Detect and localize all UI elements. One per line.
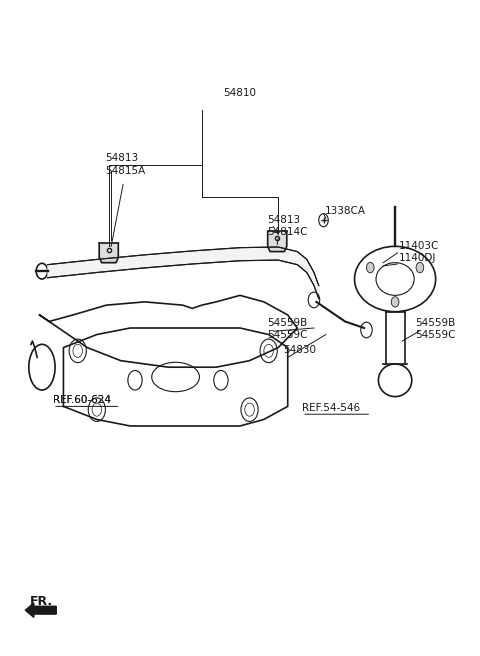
Text: 11403C: 11403C xyxy=(398,241,439,251)
Text: REF.60-624: REF.60-624 xyxy=(53,395,111,405)
Circle shape xyxy=(391,297,399,307)
Text: REF.54-546: REF.54-546 xyxy=(302,403,360,413)
Text: 54559B: 54559B xyxy=(268,318,308,328)
Polygon shape xyxy=(99,243,118,262)
Text: 54813: 54813 xyxy=(106,154,139,163)
Circle shape xyxy=(367,262,374,273)
Text: 54559C: 54559C xyxy=(416,330,456,340)
Polygon shape xyxy=(268,232,287,251)
Text: REF.60-624: REF.60-624 xyxy=(53,395,111,405)
Text: 54559C: 54559C xyxy=(268,330,308,340)
Text: 54813: 54813 xyxy=(268,215,301,225)
Text: 54814C: 54814C xyxy=(268,226,308,237)
Text: 54810: 54810 xyxy=(224,88,256,98)
Text: FR.: FR. xyxy=(30,594,53,607)
Circle shape xyxy=(416,262,424,273)
Text: 1338CA: 1338CA xyxy=(325,205,366,216)
Text: 54815A: 54815A xyxy=(106,166,145,176)
Text: 54830: 54830 xyxy=(283,346,316,356)
Text: 1140DJ: 1140DJ xyxy=(398,253,436,262)
Text: 54559B: 54559B xyxy=(416,318,456,328)
FancyArrow shape xyxy=(25,603,56,617)
